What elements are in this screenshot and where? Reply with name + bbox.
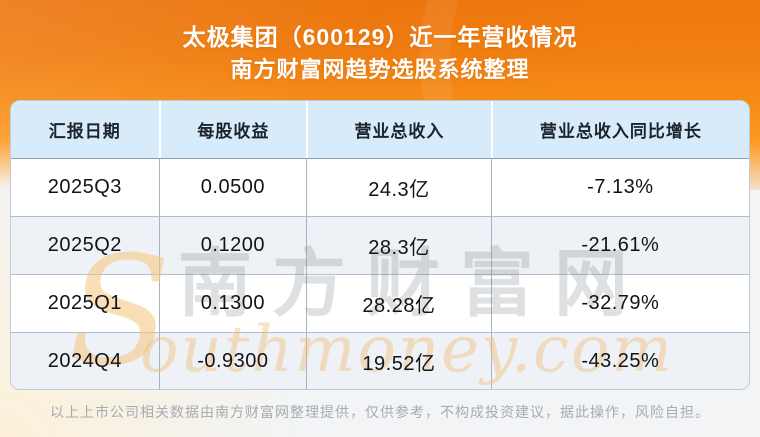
table-cell: 0.1300 xyxy=(158,275,307,332)
table-cell-value: 0.1300 xyxy=(200,292,265,314)
table-cell-value: 2024Q4 xyxy=(47,350,122,372)
table-header-row: 汇报日期 每股收益 营业总收入 营业总收入同比增长 xyxy=(11,101,749,159)
table-row: 2025Q3 0.0500 24.3亿 -7.13% xyxy=(11,159,749,216)
table-cell: 0.0500 xyxy=(158,159,307,216)
disclaimer-text: 以上上市公司相关数据由南方财富网整理提供，仅供参考，不构成投资建议，据此操作，风… xyxy=(50,404,710,420)
page-subtitle: 南方财富网趋势选股系统整理 xyxy=(230,57,530,82)
table-cell-value: -7.13% xyxy=(587,176,654,198)
table-cell: 0.1200 xyxy=(158,217,307,274)
table-cell-value: 0.0500 xyxy=(200,176,265,198)
hero-background xyxy=(0,0,760,300)
table-row: 2024Q4 -0.9300 19.52亿 -43.25% xyxy=(11,332,749,389)
table-cell-value: -32.79% xyxy=(581,292,660,314)
table-cell-value: 2025Q2 xyxy=(47,234,122,256)
header: 太极集团（600129）近一年营收情况 南方财富网趋势选股系统整理 xyxy=(0,0,760,82)
header-cell-label: 汇报日期 xyxy=(48,122,121,141)
table-cell: 2025Q2 xyxy=(11,217,159,274)
table-cell: 24.3亿 xyxy=(306,159,491,216)
header-cell-label: 营业总收入 xyxy=(354,122,445,141)
table-cell-value: -21.61% xyxy=(581,234,660,256)
page-title: 太极集团（600129）近一年营收情况 xyxy=(182,24,578,50)
header-cell: 每股收益 xyxy=(158,101,307,158)
header-cell-label: 每股收益 xyxy=(197,122,270,141)
header-cell: 营业总收入同比增长 xyxy=(490,101,749,158)
header-cell: 营业总收入 xyxy=(306,101,491,158)
table-cell-value: -43.25% xyxy=(581,350,660,372)
table-cell: 28.28亿 xyxy=(306,275,491,332)
table-cell: 28.3亿 xyxy=(306,217,491,274)
table-cell-value: 2025Q3 xyxy=(47,176,122,198)
table-body: 2025Q3 0.0500 24.3亿 -7.13% 2025Q2 0.1200 28.3亿… xyxy=(11,159,749,389)
table-cell-value: 0.1200 xyxy=(200,234,265,256)
header-cell-label: 营业总收入同比增长 xyxy=(539,122,702,141)
revenue-table: 汇报日期 每股收益 营业总收入 营业总收入同比增长 2025Q3 0.0500 24.3亿… xyxy=(10,100,750,390)
table-cell: -21.61% xyxy=(490,217,749,274)
table-cell-value: 28.3亿 xyxy=(368,237,430,259)
table-cell: -7.13% xyxy=(490,159,749,216)
table-cell: 2025Q3 xyxy=(11,159,159,216)
table-cell: 19.52亿 xyxy=(306,333,491,389)
table-cell-value: -0.9300 xyxy=(197,350,269,372)
table-cell: 2025Q1 xyxy=(11,275,159,332)
table-row: 2025Q1 0.1300 28.28亿 -32.79% xyxy=(11,274,749,332)
table-cell-value: 24.3亿 xyxy=(368,179,430,201)
table-cell: -32.79% xyxy=(490,275,749,332)
table-cell: -0.9300 xyxy=(158,333,307,389)
table-cell: -43.25% xyxy=(490,333,749,389)
table-cell-value: 28.28亿 xyxy=(362,295,436,317)
table-cell: 2024Q4 xyxy=(11,333,159,389)
table-cell-value: 2025Q1 xyxy=(47,292,122,314)
header-cell: 汇报日期 xyxy=(11,101,159,158)
table-row: 2025Q2 0.1200 28.3亿 -21.61% xyxy=(11,216,749,274)
table-cell-value: 19.52亿 xyxy=(362,353,436,375)
